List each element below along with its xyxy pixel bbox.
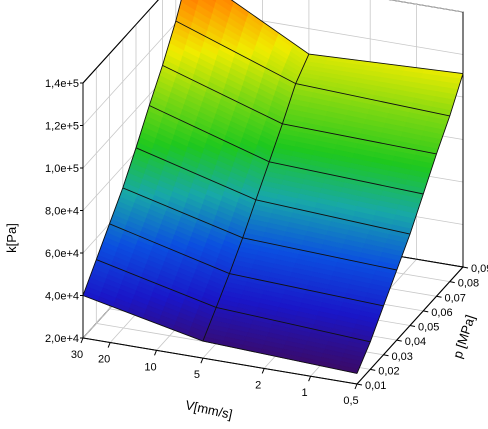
v-tick-label: 5 <box>194 369 200 381</box>
z-tick-label: 4,0e+4 <box>45 291 79 303</box>
p-tick-label: 0,08 <box>458 278 479 290</box>
p-tick-mark <box>356 383 363 386</box>
v-tick-mark <box>80 337 84 344</box>
z-tick-label: 1,0e+5 <box>45 163 79 175</box>
v-tick-label: 20 <box>98 354 110 366</box>
mesh-line-v <box>202 53 310 342</box>
p-tick-mark <box>462 266 469 269</box>
p-tick-label: 0,04 <box>405 336 426 348</box>
p-tick-mark <box>370 368 376 371</box>
mesh-line-v <box>356 73 464 374</box>
v-tick-label: 10 <box>144 361 156 373</box>
v-tick-mark <box>154 350 157 356</box>
v-tick-mark <box>261 368 265 374</box>
z-tick-label: 2,0e+4 <box>45 333 79 345</box>
p-tick-label: 0,03 <box>392 351 413 363</box>
v-tick-label: 30 <box>71 349 83 361</box>
p-tick-mark <box>436 295 442 298</box>
p-tick-label: 0,06 <box>431 307 452 319</box>
z-tick-label: 1,4e+5 <box>45 78 79 90</box>
surface-mesh <box>82 0 464 374</box>
v-tick-mark <box>107 342 111 348</box>
p-tick-label: 0,02 <box>378 365 399 377</box>
p-tick-label: 0,07 <box>445 292 466 304</box>
p-tick-mark <box>409 325 416 327</box>
p-tick-label: 0,09 <box>471 263 488 275</box>
v-tick-mark <box>200 357 204 364</box>
p-axis-label: p [MPa] <box>450 313 478 360</box>
p-tick-mark <box>423 310 429 313</box>
v-tick-label: 0,5 <box>343 395 358 407</box>
p-tick-mark <box>396 339 402 342</box>
v-tick-label: 1 <box>302 387 308 399</box>
v-tick-label: 2 <box>255 379 261 391</box>
v-tick-mark <box>354 383 358 390</box>
p-tick-label: 0,05 <box>418 322 439 334</box>
p-tick-label: 0,01 <box>365 380 386 392</box>
p-tick-mark <box>449 281 455 284</box>
v-axis-label: V[mm/s] <box>184 397 234 422</box>
box-edge <box>82 0 159 84</box>
mesh-line-v <box>82 0 182 296</box>
tick-labels: 2,0e+4 4,0e+4 6,0e+4 8,0e+4 1,0e+5 1,2e+5 1,4e… <box>45 78 488 407</box>
z-tick-label: 8,0e+4 <box>45 206 79 218</box>
z-tick-label: 6,0e+4 <box>45 248 79 260</box>
v-tick-mark <box>308 376 312 382</box>
p-tick-mark <box>383 354 389 357</box>
z-axis-label: k[Pa] <box>4 223 19 253</box>
z-tick-label: 1,2e+5 <box>45 121 79 133</box>
